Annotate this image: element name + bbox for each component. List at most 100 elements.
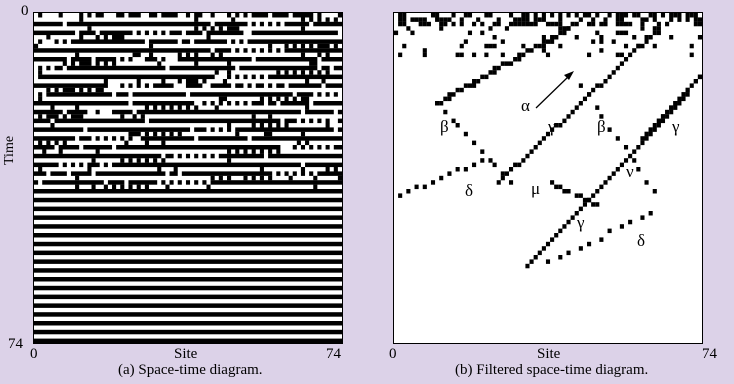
particle-cell	[488, 70, 493, 75]
particle-cell	[525, 263, 530, 269]
particle-cell	[508, 13, 514, 18]
particle-cell	[402, 17, 407, 22]
particle-cell	[595, 83, 600, 88]
cell-run	[251, 175, 256, 181]
cell-run	[54, 65, 63, 71]
particle-cell	[636, 167, 641, 172]
particle-cell	[628, 219, 633, 225]
particle-cell	[591, 21, 596, 27]
cell-run	[38, 114, 43, 119]
cell-run	[235, 83, 244, 88]
particle-cell	[623, 57, 629, 62]
particle-cell	[406, 26, 411, 31]
particle-cell	[398, 193, 403, 198]
particle-cell	[492, 70, 497, 75]
particle-cell	[472, 52, 477, 58]
particle-cell	[615, 17, 620, 22]
cell-run	[34, 233, 342, 238]
particle-cell	[550, 180, 555, 185]
cell-run	[161, 105, 166, 110]
cell-run	[34, 83, 108, 88]
cell-run	[317, 52, 322, 58]
particle-cell	[504, 171, 509, 176]
particle-cell	[669, 35, 674, 40]
annotation-beta-left: β	[440, 117, 449, 136]
cell-run	[62, 114, 67, 119]
particle-cell	[648, 211, 653, 216]
cell-run	[251, 74, 256, 80]
cell-run	[259, 96, 264, 102]
cell-run	[79, 162, 84, 168]
cell-run	[75, 105, 80, 110]
cell-run	[99, 30, 133, 36]
cell-run	[194, 153, 199, 159]
particle-cell	[459, 17, 464, 22]
cell-run	[325, 118, 330, 124]
particle-cell	[566, 189, 571, 194]
cell-run	[185, 79, 199, 84]
cell-run	[66, 65, 166, 71]
cell-run	[148, 118, 281, 124]
cell-run	[325, 70, 330, 75]
particle-cell	[504, 61, 509, 66]
cell-run	[46, 35, 51, 40]
particle-cell	[644, 39, 649, 44]
cell-run	[62, 87, 76, 93]
cell-run	[157, 167, 162, 172]
cell-run	[38, 74, 215, 80]
particle-cell	[566, 114, 571, 119]
cell-run	[136, 184, 141, 190]
cell-run	[300, 43, 306, 49]
cell-run	[87, 87, 92, 93]
cell-run	[112, 184, 117, 190]
cell-run	[268, 48, 273, 53]
cell-run	[34, 101, 129, 106]
cell-run	[313, 175, 318, 181]
particle-cell	[562, 224, 567, 229]
cell-run	[247, 39, 342, 44]
cell-run	[34, 250, 342, 256]
cell-run	[251, 114, 256, 119]
cell-run	[62, 140, 67, 146]
cell-run	[321, 79, 326, 84]
cell-run	[185, 180, 191, 185]
cell-run	[128, 136, 133, 141]
cell-run	[276, 70, 281, 75]
cell-run	[95, 57, 117, 62]
cell-run	[239, 39, 244, 44]
particle-cell	[595, 13, 600, 18]
cell-run	[202, 101, 207, 106]
particle-cell	[669, 109, 674, 115]
particle-cell	[587, 197, 592, 203]
cell-run	[38, 96, 43, 102]
particle-cell	[467, 13, 473, 18]
cell-run	[317, 17, 322, 22]
particle-cell	[615, 21, 620, 27]
filtered-space-time-diagram	[393, 12, 703, 344]
particle-cell	[660, 13, 666, 18]
particle-cell	[492, 65, 497, 71]
particle-cell	[550, 39, 555, 44]
cell-run	[251, 13, 269, 18]
particle-cell	[533, 255, 538, 260]
particle-cell	[603, 17, 608, 22]
particle-cell	[435, 17, 440, 22]
cell-run	[218, 127, 223, 132]
particle-cell	[681, 96, 686, 102]
cell-run	[95, 13, 104, 18]
cell-run	[87, 167, 92, 172]
particle-cell	[562, 118, 567, 124]
cell-run	[70, 39, 145, 44]
cell-run	[235, 101, 240, 106]
cell-run	[300, 52, 306, 58]
particle-cell	[652, 30, 657, 36]
cell-run	[50, 123, 55, 128]
cell-run	[325, 123, 330, 128]
particle-cell	[665, 109, 670, 115]
cell-run	[87, 13, 92, 18]
particle-cell	[566, 26, 571, 31]
cell-run	[34, 329, 342, 335]
particle-cell	[607, 175, 612, 181]
particle-cell	[582, 202, 588, 207]
cell-run	[227, 70, 232, 75]
